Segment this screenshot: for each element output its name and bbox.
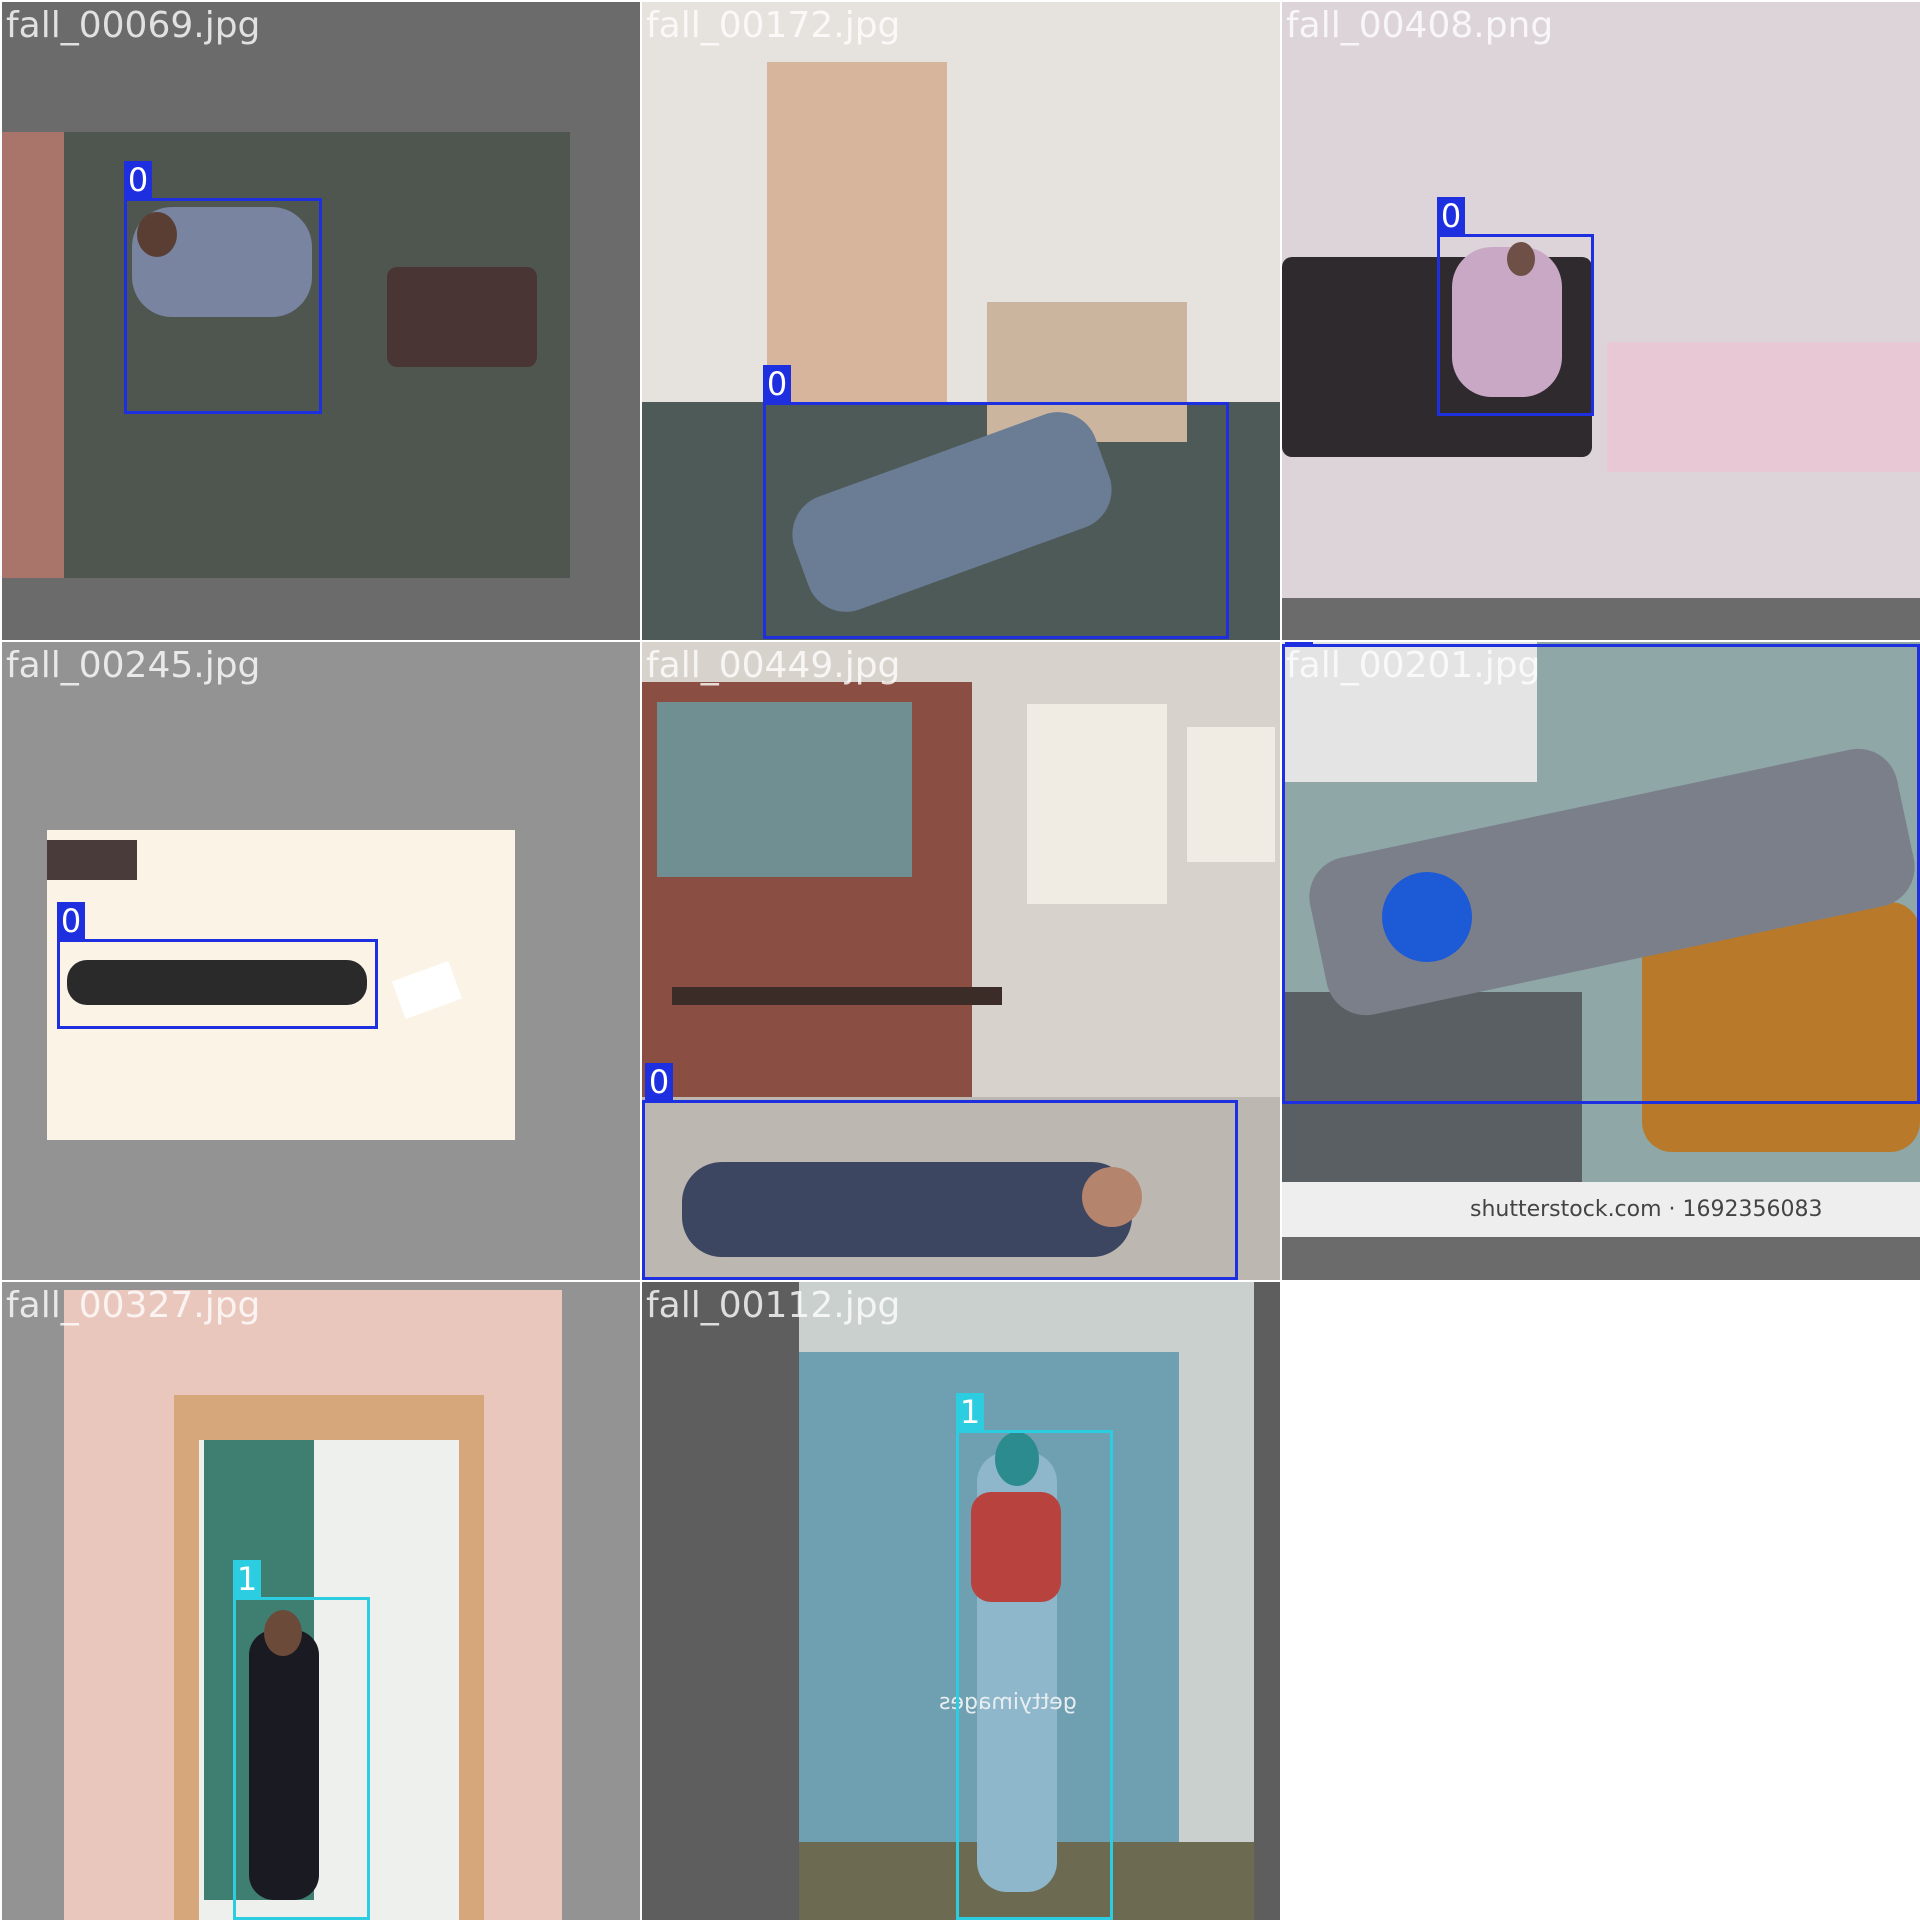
bounding-box: 0 <box>1437 197 1594 416</box>
bounding-box: 0 <box>1282 642 1920 1104</box>
mosaic-tile: fall_00245.jpg 0 <box>2 642 640 1280</box>
mosaic-tile: shutterstock.com · 1692356083 fall_00201… <box>1282 642 1920 1280</box>
desk <box>987 302 1187 442</box>
class-label: 0 <box>1285 642 1313 647</box>
photo: shutterstock.com · 1692356083 <box>1282 642 1920 1237</box>
class-label: 0 <box>124 161 152 199</box>
bounding-box: 0 <box>124 161 322 414</box>
head <box>1082 1167 1142 1227</box>
papers <box>391 960 463 1020</box>
painting <box>657 702 912 877</box>
person <box>682 1162 1132 1257</box>
class-label: 0 <box>57 902 85 940</box>
head <box>1382 872 1472 962</box>
class-label: 0 <box>763 365 791 403</box>
head <box>264 1610 302 1656</box>
watermark-strip <box>1282 1182 1920 1237</box>
filename-label: fall_00069.jpg <box>6 5 261 46</box>
head <box>137 212 177 257</box>
desk <box>2 132 64 578</box>
filename-label: fall_00112.jpg <box>646 1285 901 1326</box>
poster <box>1187 727 1275 862</box>
photo <box>642 2 1280 640</box>
bounding-box: 0 <box>57 902 378 1029</box>
bounding-box: 1 <box>233 1560 370 1920</box>
head <box>1507 242 1535 276</box>
mosaic-tile: fall_00408.png 0 <box>1282 2 1920 640</box>
table <box>672 987 1002 1005</box>
mosaic-tile: fall_00449.jpg 0 <box>642 642 1280 1280</box>
class-label: 0 <box>645 1063 673 1101</box>
filename-label: fall_00201.jpg <box>1286 645 1541 686</box>
mosaic-tile: fall_00172.jpg 0 <box>642 2 1280 640</box>
class-label: 1 <box>956 1393 984 1431</box>
head <box>995 1432 1039 1486</box>
bounding-box: 0 <box>642 1063 1238 1280</box>
person <box>67 960 367 1005</box>
mosaic-tile: fall_00069.jpg 0 <box>2 2 640 640</box>
person <box>249 1630 319 1900</box>
bounding-box: 1 <box>956 1393 1113 1920</box>
filename-label: fall_00327.jpg <box>6 1285 261 1326</box>
shadow <box>47 840 137 880</box>
shirt <box>971 1492 1061 1602</box>
class-label: 0 <box>1437 197 1465 235</box>
poster <box>1027 704 1167 904</box>
person <box>1452 247 1562 397</box>
class-label: 1 <box>233 1560 261 1598</box>
photo <box>642 642 1280 1280</box>
photo <box>1282 2 1920 598</box>
mosaic-tile: gettyimages fall_00112.jpg 1 <box>642 1282 1280 1920</box>
photo <box>64 1290 562 1920</box>
watermark: shutterstock.com · 1692356083 <box>1470 1197 1823 1222</box>
chair <box>387 267 537 367</box>
bounding-box: 0 <box>763 365 1229 639</box>
radiator <box>1282 642 1537 782</box>
photo <box>2 132 570 578</box>
filename-label: fall_00245.jpg <box>6 645 261 686</box>
door <box>767 62 947 422</box>
photo <box>47 830 515 1140</box>
filename-label: fall_00408.png <box>1286 5 1554 46</box>
filename-label: fall_00449.jpg <box>646 645 901 686</box>
empty-tile <box>1282 1282 1920 1920</box>
mattress <box>1607 342 1920 472</box>
filename-label: fall_00172.jpg <box>646 5 901 46</box>
mosaic-tile: fall_00327.jpg 1 <box>2 1282 640 1920</box>
mat <box>1282 992 1582 1192</box>
photo: gettyimages <box>799 1282 1254 1920</box>
